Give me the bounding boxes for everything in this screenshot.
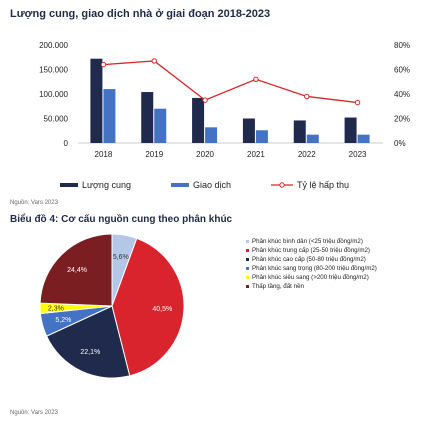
bar-transactions — [306, 134, 319, 143]
absorption-point — [354, 99, 361, 106]
pie-value-label: 40,5% — [152, 306, 172, 313]
legend-item-supply: Lượng cung — [60, 180, 131, 190]
pie-legend-item-super-luxury: Phân khúc siêu sang (>200 triệu đồng/m2) — [246, 274, 426, 282]
pie-value-label: 24,4% — [67, 267, 87, 274]
chart1-title: Lượng cung, giao dịch nhà ở giai đoạn 20… — [10, 8, 271, 20]
x-tick-label: 2019 — [145, 150, 163, 159]
x-tick-label: 2020 — [196, 150, 214, 159]
absorption-line — [103, 60, 358, 104]
bar-transactions — [103, 89, 116, 143]
bar-transactions — [255, 130, 268, 143]
pie-slice-low-rise-land — [39, 233, 113, 307]
x-tick-label: 2023 — [349, 150, 367, 159]
pie-legend-swatch — [246, 240, 249, 243]
bar-supply — [192, 97, 205, 143]
bar-transactions — [154, 108, 167, 143]
pie-legend-item-luxury: Phân khúc sang trọng (80-200 triệu đồng/… — [246, 265, 426, 273]
source-top: Nguồn: Vars 2023 — [10, 200, 58, 206]
legend-swatch-supply — [60, 183, 78, 187]
chart2-legend: Phân khúc bình dân (<25 triệu đồng/m2) Ph… — [246, 238, 426, 292]
y-tick-label: 50.000 — [44, 115, 69, 124]
pie-value-label: 22,1% — [80, 349, 100, 356]
pie-legend-label: Thấp tầng, đất nền — [252, 283, 304, 290]
source-bottom: Nguồn: Vars 2023 — [10, 410, 58, 416]
pie-legend-label: Phân khúc trung cấp (25-50 triệu đồng/m2… — [252, 247, 370, 254]
legend-item-absorption: Tỷ lệ hấp thụ — [271, 180, 349, 190]
pie-legend-label: Phân khúc cao cấp (50-80 triệu đồng/m2) — [252, 256, 366, 263]
absorption-point — [253, 76, 259, 83]
x-tick-label: 2018 — [95, 150, 113, 159]
bar-transactions — [205, 127, 218, 143]
y-tick-label: 100.000 — [39, 90, 68, 99]
legend-label-transactions: Giao dịch — [192, 180, 231, 190]
pie-value-label: 2,3% — [48, 305, 64, 312]
x-tick-label: 2022 — [298, 150, 316, 159]
pie-legend-swatch — [246, 267, 249, 270]
bar-line-chart: 200.000 150.000 100.000 50.000 0 80% 60% 40% 20%… — [39, 41, 410, 159]
y2-tick-label: 60% — [394, 66, 410, 75]
pie-legend-swatch — [246, 276, 249, 279]
legend-swatch-transactions — [170, 183, 189, 187]
pie-slice-high-end — [45, 305, 131, 379]
bar-supply — [293, 120, 306, 143]
pie-legend-item-midrange: Phân khúc trung cấp (25-50 triệu đồng/m2… — [246, 247, 426, 255]
pie-chart: 5,6% 40,5% 22,1% 5,2% 2,3% 24,4% — [39, 233, 185, 379]
chart2-title: Biểu đồ 4: Cơ cấu nguồn cung theo phân k… — [10, 214, 233, 225]
absorption-point — [202, 97, 208, 103]
y2-tick-label: 80% — [394, 41, 410, 50]
pie-legend-label: Phân khúc siêu sang (>200 triệu đồng/m2) — [252, 274, 369, 281]
absorption-point — [100, 61, 107, 68]
bar-supply — [90, 58, 103, 143]
y-tick-label: 150.000 — [39, 66, 68, 75]
y2-tick-label: 20% — [394, 115, 410, 124]
legend-label-supply: Lượng cung — [82, 180, 131, 190]
pie-slice-midrange — [111, 237, 185, 377]
absorption-point — [151, 58, 157, 64]
bar-transactions — [357, 134, 370, 143]
legend-item-transactions: Giao dịch — [170, 180, 231, 190]
pie-value-label: 5,2% — [55, 317, 71, 324]
pie-legend-item-low-rise-land: Thấp tầng, đất nền — [246, 283, 426, 291]
pie-legend-swatch — [246, 249, 249, 252]
chart1-legend: Lượng cung Giao dịch Tỷ lệ hấp thụ — [60, 180, 349, 190]
pie-value-label: 5,6% — [113, 254, 129, 261]
x-tick-label: 2021 — [247, 150, 265, 159]
bar-supply — [141, 92, 154, 143]
absorption-point — [304, 93, 310, 100]
legend-label-absorption: Tỷ lệ hấp thụ — [297, 180, 350, 190]
pie-legend-label: Phân khúc bình dân (<25 triệu đồng/m2) — [252, 238, 363, 245]
bar-supply — [242, 118, 255, 143]
bar-supply — [344, 117, 357, 143]
pie-legend-item-budget: Phân khúc bình dân (<25 triệu đồng/m2) — [246, 238, 426, 246]
legend-swatch-absorption — [271, 182, 293, 188]
pie-legend-swatch — [246, 258, 249, 261]
y-tick-label: 0 — [64, 139, 69, 148]
y-tick-label: 200.000 — [39, 41, 68, 50]
pie-legend-label: Phân khúc sang trọng (80-200 triệu đồng/… — [252, 265, 377, 272]
pie-legend-swatch — [246, 285, 249, 288]
y2-tick-label: 40% — [394, 90, 410, 99]
pie-legend-item-high-end: Phân khúc cao cấp (50-80 triệu đồng/m2) — [246, 256, 426, 264]
y2-tick-label: 0% — [394, 139, 406, 148]
